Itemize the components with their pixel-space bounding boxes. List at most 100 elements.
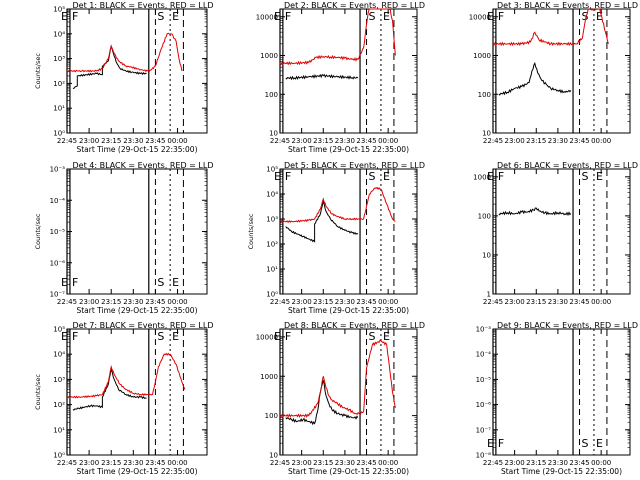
y-tick-label: 10⁻⁷	[476, 426, 492, 434]
detector-panel-2: Det 2: BLACK = Events, RED = LLD 10 100 100…	[256, 1, 425, 154]
y-tick-label: 10⁰	[53, 130, 65, 138]
x-tick-label: 23:00	[292, 298, 312, 306]
x-tick-label: 22:45	[270, 137, 290, 145]
y-tick-label: 10⁴	[53, 351, 65, 359]
x-tick-label: 22:45	[57, 137, 77, 145]
x-tick-label: 23:00	[505, 298, 525, 306]
plot-frame	[66, 168, 208, 295]
event-marker-e: E	[61, 10, 68, 23]
lld-series-line	[279, 339, 396, 419]
panel-title: Det 6: BLACK = Events, RED = LLD	[497, 161, 638, 170]
y-tick-label: 10⁰	[266, 291, 278, 299]
x-tick-label: 00:00	[378, 137, 398, 145]
x-tick-label: 00:00	[167, 298, 187, 306]
x-tick-label: 23:45	[356, 137, 376, 145]
detector-panel-3: Det 3: BLACK = Events, RED = LLD 10 100 100…	[469, 1, 638, 145]
y-tick-label: 10⁻⁶	[476, 401, 492, 409]
event-marker-e: E	[61, 276, 68, 289]
y-tick-label: 10⁻⁷	[50, 291, 66, 299]
panel-title: Det 7: BLACK = Events, RED = LLD	[73, 321, 214, 330]
y-tick-label: 10²	[53, 80, 65, 88]
x-tick-label: 22:45	[57, 459, 77, 467]
y-tick-label: 10⁴	[266, 191, 278, 199]
event-marker-s: S	[582, 437, 589, 450]
x-tick-label: 23:45	[569, 298, 589, 306]
x-tick-label: 23:30	[123, 459, 143, 467]
event-marker-e: E	[61, 330, 68, 343]
x-axis-label: Start Time (29-Oct-15 22:35:00)	[288, 467, 409, 476]
event-marker-f: F	[285, 330, 291, 343]
plot-frame	[279, 8, 418, 134]
event-marker-f: F	[72, 276, 78, 289]
detector-panel-1: Det 1: BLACK = Events, RED = LLD 10⁰ 10¹ 10…	[34, 1, 213, 154]
x-tick-label: 23:00	[505, 137, 525, 145]
plot-frame	[279, 328, 418, 456]
panel-title: Det 4: BLACK = Events, RED = LLD	[73, 161, 214, 170]
y-tick-label: 10⁻⁵	[50, 228, 66, 236]
event-marker-s: S	[369, 170, 376, 183]
event-marker-e: E	[172, 276, 179, 289]
lld-series-line	[492, 8, 609, 47]
y-tick-label: 10⁻⁶	[50, 259, 66, 267]
x-tick-label: 23:30	[548, 298, 568, 306]
lld-series-line	[279, 8, 396, 66]
event-marker-s: S	[369, 330, 376, 343]
y-tick-label: 10¹	[53, 426, 65, 434]
y-axis-label: Counts/sec	[247, 213, 255, 249]
x-tick-label: 22:45	[483, 459, 503, 467]
x-tick-label: 23:30	[123, 137, 143, 145]
y-tick-label: 10⁻⁴	[50, 197, 66, 205]
event-marker-e: E	[172, 10, 179, 23]
y-tick-label: 1	[487, 291, 491, 299]
event-marker-f: F	[72, 10, 78, 23]
event-marker-e: E	[383, 330, 390, 343]
y-tick-label: 10²	[53, 401, 65, 409]
panel-title: Det 2: BLACK = Events, RED = LLD	[284, 1, 425, 10]
x-tick-label: 23:45	[145, 298, 165, 306]
x-axis-label: Start Time (29-Oct-15 22:35:00)	[288, 306, 409, 315]
y-tick-label: 1000	[260, 52, 278, 60]
plot-frame	[492, 168, 631, 295]
events-series-line	[498, 207, 572, 217]
y-tick-label: 100	[265, 91, 278, 99]
y-tick-label: 10⁰	[53, 452, 65, 460]
event-marker-e: E	[596, 170, 603, 183]
y-axis-label: Counts/sec	[34, 374, 42, 410]
lld-series-line	[66, 32, 183, 73]
event-marker-s: S	[157, 330, 164, 343]
event-marker-e: E	[487, 170, 494, 183]
y-tick-label: 10000	[469, 13, 491, 21]
x-tick-label: 23:45	[356, 459, 376, 467]
plot-frame	[492, 8, 631, 134]
x-tick-label: 22:45	[270, 459, 290, 467]
y-tick-label: 10	[482, 130, 491, 138]
x-tick-label: 23:45	[569, 137, 589, 145]
x-tick-label: 00:00	[167, 137, 187, 145]
y-tick-label: 10²	[266, 241, 278, 249]
event-marker-e: E	[596, 437, 603, 450]
y-tick-label: 10⁻³	[476, 326, 492, 334]
x-tick-label: 23:00	[79, 137, 99, 145]
x-tick-label: 22:45	[270, 298, 290, 306]
y-tick-label: 1000	[260, 373, 278, 381]
x-tick-label: 23:30	[123, 298, 143, 306]
x-tick-label: 23:15	[313, 298, 333, 306]
x-tick-label: 23:00	[292, 137, 312, 145]
y-tick-label: 10¹	[53, 105, 65, 113]
x-tick-label: 00:00	[591, 298, 611, 306]
events-series-line	[498, 61, 572, 96]
x-tick-label: 23:45	[145, 459, 165, 467]
detector-panel-7: Det 7: BLACK = Events, RED = LLD 10⁰ 10¹ 10…	[34, 321, 213, 476]
event-marker-e: E	[383, 170, 390, 183]
panel-title: Det 3: BLACK = Events, RED = LLD	[497, 1, 638, 10]
y-tick-label: 10³	[53, 55, 65, 63]
x-tick-label: 00:00	[591, 459, 611, 467]
x-tick-label: 23:15	[526, 459, 546, 467]
event-marker-s: S	[157, 10, 164, 23]
x-tick-label: 23:00	[79, 298, 99, 306]
x-tick-label: 23:15	[526, 137, 546, 145]
y-tick-label: 10⁵	[53, 6, 65, 14]
y-tick-label: 1000	[473, 52, 491, 60]
y-tick-label: 10⁵	[266, 166, 278, 174]
x-axis-label: Start Time (29-Oct-15 22:35:00)	[76, 145, 197, 154]
